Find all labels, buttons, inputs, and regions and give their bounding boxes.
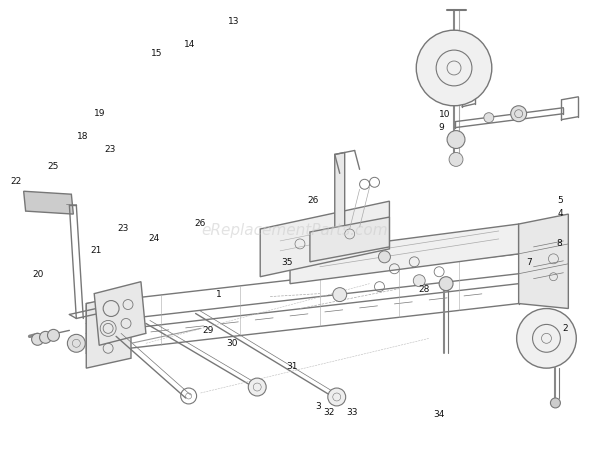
Text: 25: 25 [48,162,59,171]
Circle shape [517,309,576,369]
Text: 9: 9 [439,123,444,131]
Polygon shape [310,218,389,262]
Circle shape [48,330,60,341]
Circle shape [333,288,347,302]
Polygon shape [86,294,131,369]
Circle shape [248,378,266,396]
Text: 14: 14 [183,40,195,49]
Text: 19: 19 [94,109,106,118]
Text: 15: 15 [152,50,163,58]
Circle shape [379,252,391,263]
Text: eReplacementParts.com: eReplacementParts.com [202,222,388,237]
Text: 28: 28 [418,284,430,293]
Text: 32: 32 [323,408,335,416]
Circle shape [484,113,494,123]
Circle shape [328,388,346,406]
Polygon shape [24,192,73,215]
Text: 33: 33 [347,408,358,416]
Polygon shape [519,215,568,309]
Text: 1: 1 [216,289,222,298]
Text: 18: 18 [77,132,88,141]
Circle shape [40,332,51,343]
Text: 10: 10 [439,110,450,119]
Text: 29: 29 [202,325,214,334]
Text: 31: 31 [286,361,298,370]
Text: 23: 23 [104,144,116,153]
Circle shape [550,398,560,408]
Polygon shape [335,153,345,236]
Text: 22: 22 [11,176,22,185]
Circle shape [413,275,425,287]
Polygon shape [94,282,146,346]
Text: 26: 26 [307,196,318,204]
Text: 7: 7 [527,257,532,266]
Text: 8: 8 [556,239,562,248]
Text: 21: 21 [90,246,101,255]
Polygon shape [290,224,519,284]
Text: 2: 2 [562,323,568,332]
Circle shape [511,106,527,123]
Text: 13: 13 [228,17,239,27]
Text: 20: 20 [32,270,44,279]
Text: 24: 24 [149,233,160,242]
Text: 30: 30 [226,338,237,347]
Text: 5: 5 [557,196,563,204]
Circle shape [439,277,453,291]
Circle shape [417,31,492,106]
Text: 26: 26 [194,218,206,227]
Polygon shape [260,202,389,277]
Text: 34: 34 [433,409,444,418]
Text: 35: 35 [281,258,293,267]
Text: 4: 4 [558,209,563,218]
Text: 23: 23 [117,224,129,233]
Circle shape [32,334,44,346]
Text: 3: 3 [316,401,322,409]
Circle shape [447,131,465,149]
Circle shape [449,153,463,167]
Circle shape [67,335,86,353]
